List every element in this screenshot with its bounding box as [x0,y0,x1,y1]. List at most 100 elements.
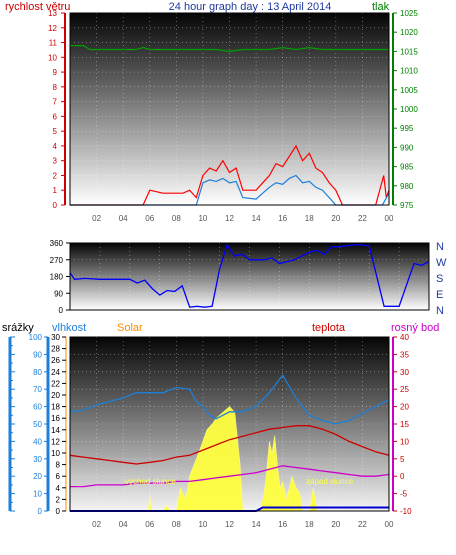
direction-axis-tick-label: 360 [50,239,64,248]
climate-legend: srážky vlhkost Solar teplota rosný bod [2,322,439,334]
x-tick-label: 20 [331,214,340,223]
temperature-right-axis: -10 -5 0 5 10 15 20 25 30 35 40 [392,333,412,516]
dewpoint-line [70,465,390,488]
legend-rain: srážky [2,322,34,334]
direction-panel-series [69,243,430,308]
solar-axis-tick-label: 22 [51,379,60,388]
solar-axis-tick-label: 8 [56,461,61,470]
x-tick-label: 08 [172,520,181,529]
direction-axis-tick-label: 0 [59,306,64,315]
right-axis-tick-label: 985 [400,163,414,172]
direction-line [69,243,430,308]
left-axis-tick-label: 10 [48,53,57,62]
legend-humidity: vlhkost [52,322,86,334]
sunrise-annotation: východ slunce [125,477,176,486]
wind-x-axis: 02 04 06 08 10 12 14 16 18 20 22 00 [92,214,394,223]
temperature-axis-tick-label: 15 [400,420,409,429]
climate-x-axis: 02 04 06 08 10 12 14 16 18 20 22 00 [92,520,394,529]
temperature-axis-tick-label: 10 [400,437,409,446]
temperature-axis-tick-label: 30 [400,368,409,377]
solar-axis-tick-label: 12 [51,437,60,446]
compass-label: W [436,257,447,269]
left-axis-tick-label: 3 [53,157,58,166]
right-axis-tick-label: 995 [400,124,414,133]
right-axis-tick-label: 1025 [400,9,418,18]
right-axis-tick-label: 1020 [400,28,418,37]
wind-panel-frame [69,12,390,206]
temperature-axis-tick-label: 40 [400,333,409,342]
x-tick-label: 04 [119,214,128,223]
left-axis-tick-label: 11 [49,39,58,48]
x-tick-label: 06 [145,520,154,529]
chart-title: 24 hour graph day : 13 April 2014 [169,1,332,13]
solar-axis-tick-label: 26 [51,356,60,365]
pressure-right-axis: 975 980 985 990 995 1000 1005 1010 1015 1020 1025 [392,9,418,210]
x-tick-label: 20 [331,520,340,529]
direction-axis-tick-label: 270 [50,256,64,265]
x-tick-label: 06 [145,214,154,223]
x-tick-label: 22 [358,520,367,529]
solar-axis-tick-label: 20 [51,391,60,400]
temperature-axis-tick-label: 5 [400,455,405,464]
climate-panel-series [69,374,390,512]
x-tick-label: 00 [385,520,394,529]
humidity-axis: 0 10 20 30 40 50 60 70 80 90 100 [29,333,50,516]
x-tick-label: 12 [225,214,234,223]
temperature-axis-tick-label: -5 [400,490,408,499]
rain-axis [8,336,15,512]
humidity-axis-tick-label: 30 [33,455,42,464]
solar-axis-tick-label: 10 [51,449,60,458]
x-tick-label: 18 [305,214,314,223]
compass-label: N [436,241,444,253]
x-tick-label: 16 [278,214,287,223]
left-axis-tick-label: 0 [53,201,58,210]
humidity-axis-tick-label: 20 [33,472,42,481]
sunset-annotation: západ slunce [306,477,354,486]
humidity-axis-tick-label: 100 [29,333,43,342]
legend-dewpoint: rosný bod [391,322,439,334]
rain-line [70,506,389,512]
humidity-line [69,374,390,425]
x-tick-label: 04 [119,520,128,529]
legend-temperature: teplota [312,322,346,334]
temperature-axis-tick-label: 35 [400,350,409,359]
left-axis-tick-label: 1 [53,186,58,195]
left-axis-tick-label: 4 [53,142,58,151]
x-tick-label: 08 [172,214,181,223]
temperature-axis-tick-label: 20 [400,403,409,412]
solar-axis-tick-label: 6 [56,472,61,481]
solar-axis-tick-label: 0 [56,507,61,516]
left-axis-title: rychlost větru [5,1,70,13]
compass-label: E [436,289,443,301]
solar-axis-tick-label: 24 [51,368,60,377]
humidity-axis-tick-label: 80 [33,368,42,377]
compass-label: S [436,273,443,285]
solar-axis-tick-label: 16 [51,414,60,423]
compass-label: N [436,305,444,317]
temperature-axis-tick-label: -10 [400,507,412,516]
left-axis-tick-label: 8 [53,83,58,92]
solar-axis-tick-label: 14 [51,426,60,435]
right-axis-tick-label: 1010 [400,67,418,76]
humidity-axis-tick-label: 10 [33,490,42,499]
solar-axis-tick-label: 28 [51,345,60,354]
x-tick-label: 10 [198,214,207,223]
left-axis-tick-label: 13 [48,9,57,18]
legend-solar: Solar [117,322,143,334]
pressure-line [70,45,389,53]
x-tick-label: 22 [358,214,367,223]
right-axis-tick-label: 980 [400,182,414,191]
right-axis-tick-label: 975 [400,201,414,210]
x-tick-label: 00 [385,214,394,223]
climate-panel-frame [69,336,390,512]
solar-axis-tick-label: 30 [51,333,60,342]
solar-axis-tick-label: 4 [56,484,61,493]
x-tick-label: 14 [252,214,261,223]
